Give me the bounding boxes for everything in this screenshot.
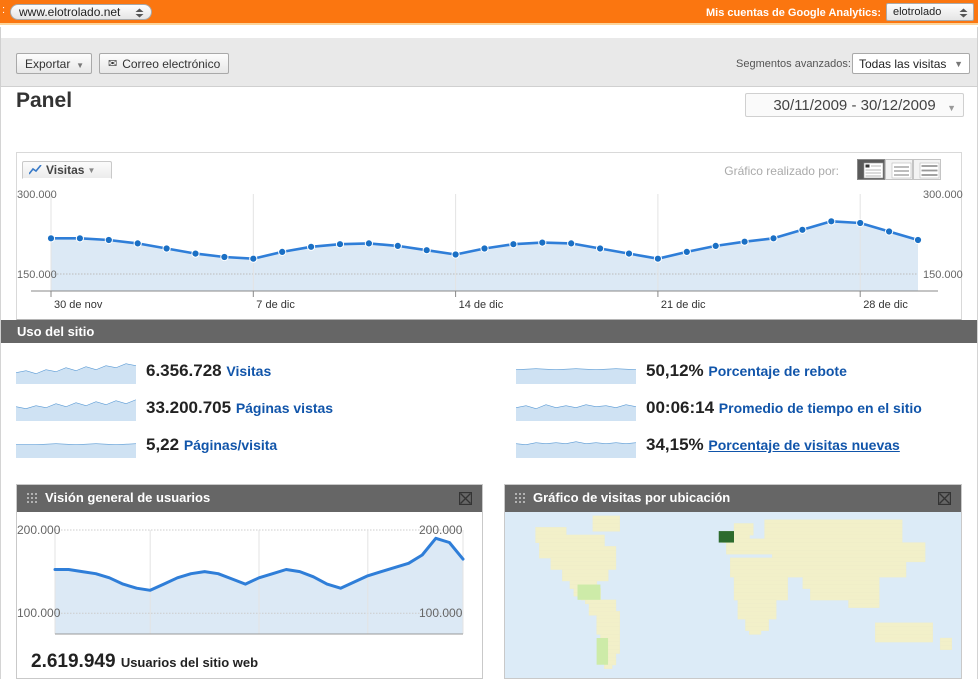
svg-text:200.000: 200.000	[419, 523, 463, 537]
svg-text:200.000: 200.000	[17, 523, 61, 537]
svg-text:7 de dic: 7 de dic	[256, 299, 295, 311]
svg-text:150.000: 150.000	[17, 269, 57, 281]
svg-text:21 de dic: 21 de dic	[661, 299, 706, 311]
svg-text:100.000: 100.000	[419, 606, 463, 620]
svg-text:30 de nov: 30 de nov	[54, 299, 103, 311]
svg-text:28 de dic: 28 de dic	[863, 299, 908, 311]
svg-text:300.000: 300.000	[17, 189, 57, 201]
svg-text:150.000: 150.000	[923, 269, 963, 281]
svg-text:100.000: 100.000	[17, 606, 61, 620]
svg-text:14 de dic: 14 de dic	[459, 299, 504, 311]
svg-text:300.000: 300.000	[923, 189, 963, 201]
